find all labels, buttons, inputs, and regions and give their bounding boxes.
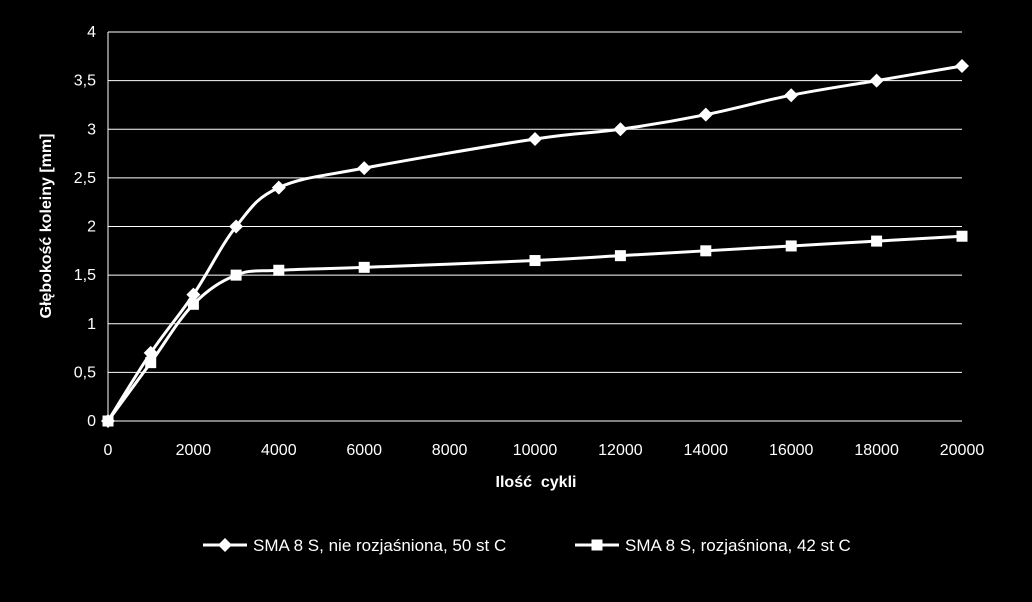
legend-item-2: SMA 8 S, rozjaśniona, 42 st C (575, 536, 851, 555)
x-tick-label: 0 (104, 442, 113, 459)
data-point-diamond (271, 180, 286, 195)
axes (107, 32, 962, 422)
data-point-square (102, 415, 114, 427)
y-tick-label: 2 (87, 219, 96, 236)
x-tick-label: 14000 (684, 442, 729, 459)
data-point-diamond (698, 107, 713, 122)
data-point-square (230, 269, 242, 281)
x-tick-label: 10000 (513, 442, 558, 459)
x-tick-label: 20000 (940, 442, 985, 459)
legend-marker-square (591, 539, 603, 551)
data-point-square (614, 250, 626, 262)
y-tick-label: 4 (87, 24, 96, 41)
x-tick-labels: 0 2000 4000 6000 8000 10000 12000 14000 16000 180… (104, 442, 985, 459)
x-tick-label: 2000 (176, 442, 212, 459)
x-tick-label: 8000 (432, 442, 468, 459)
data-point-square (956, 230, 968, 242)
data-point-diamond (229, 219, 244, 234)
y-tick-label: 1,5 (74, 267, 96, 284)
y-tick-label: 2,5 (74, 170, 96, 187)
x-tick-label: 4000 (261, 442, 297, 459)
series-group (101, 59, 969, 428)
x-axis-title: Ilość cykli (496, 474, 577, 491)
data-point-diamond (528, 131, 542, 146)
data-point-diamond (613, 122, 628, 137)
x-tick-label: 16000 (769, 442, 814, 459)
y-tick-label: 3 (87, 121, 96, 138)
data-point-square (358, 261, 370, 273)
y-tick-label: 1 (87, 316, 96, 333)
data-point-square (187, 298, 199, 310)
y-axis-title: Głębokość koleiny [mm] (38, 134, 55, 319)
y-tick-label: 0,5 (74, 364, 96, 381)
y-tick-label: 0 (87, 413, 96, 430)
y-tick-label: 3,5 (74, 73, 96, 90)
data-point-diamond (186, 287, 201, 302)
data-point-diamond (955, 59, 969, 74)
series-2 (102, 230, 968, 427)
data-point-square (871, 235, 883, 247)
data-point-square (700, 245, 712, 257)
legend: SMA 8 S, nie rozjaśniona, 50 st C SMA 8 S… (203, 536, 851, 555)
data-point-diamond (357, 161, 372, 176)
legend-item-1: SMA 8 S, nie rozjaśniona, 50 st C (203, 536, 506, 555)
grid-lines (108, 31, 962, 373)
x-tick-label: 18000 (854, 442, 899, 459)
data-point-diamond (784, 88, 799, 103)
data-point-diamond (869, 73, 884, 88)
data-point-square (145, 357, 157, 369)
data-point-square (785, 240, 797, 252)
legend-label: SMA 8 S, nie rozjaśniona, 50 st C (253, 536, 506, 555)
legend-marker-diamond (218, 538, 232, 552)
legend-label: SMA 8 S, rozjaśniona, 42 st C (625, 536, 851, 555)
data-point-square (529, 255, 541, 267)
data-point-square (273, 264, 285, 276)
x-tick-label: 12000 (598, 442, 643, 459)
x-tick-label: 6000 (346, 442, 382, 459)
y-tick-labels: 0 0,5 1 1,5 2 2,5 3 3,5 4 (74, 24, 96, 430)
